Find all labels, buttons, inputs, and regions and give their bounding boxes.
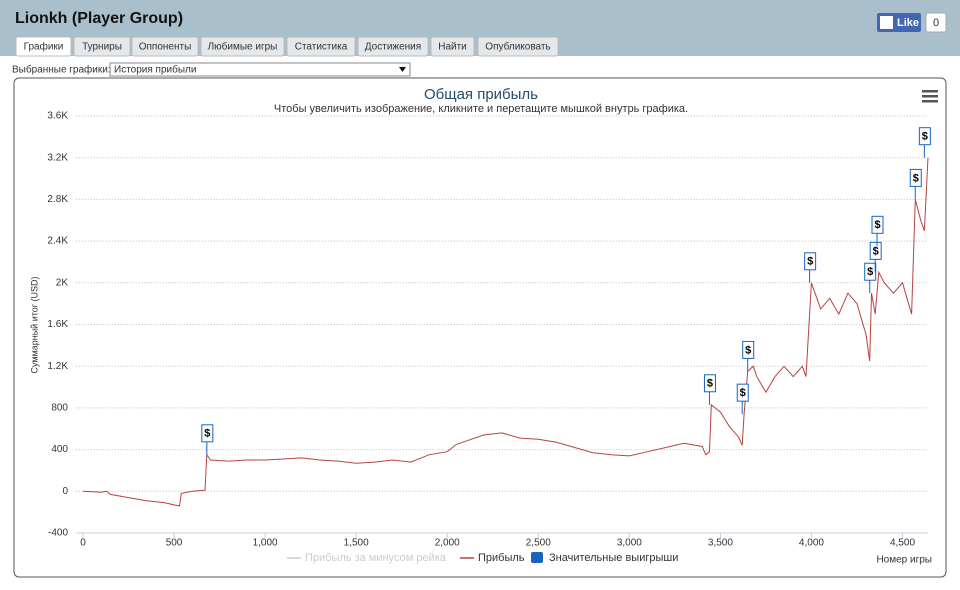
selector-label: Выбранные графики: [12, 64, 111, 76]
tab[interactable] [15, 36, 72, 57]
y-tick-label: 2K [56, 277, 69, 288]
tab-label: Турниры [82, 42, 122, 53]
tab-label: Опубликовать [485, 41, 550, 53]
legend-label[interactable]: Значительные выигрыши [549, 552, 678, 564]
tab-label: Любимые игры [208, 41, 278, 53]
y-tick-label: 2.8K [47, 194, 68, 205]
tab[interactable] [357, 36, 429, 57]
flag-text: $ [922, 131, 928, 143]
y-tick-label: 400 [51, 444, 68, 455]
tab[interactable] [286, 36, 356, 57]
tab-label: Графики [24, 41, 64, 53]
legend-label[interactable]: Прибыль [478, 552, 525, 564]
y-tick-label: 1.6K [47, 319, 68, 330]
y-axis-label: Суммарный итог (USD) [29, 276, 39, 373]
tab[interactable] [430, 36, 475, 57]
x-tick-label: 4,500 [890, 538, 915, 549]
flag-text: $ [873, 245, 879, 257]
chart-title: Общая прибыль [424, 86, 538, 103]
selector[interactable] [109, 62, 411, 77]
tab-label: Статистика [295, 42, 348, 53]
tab-label: Достижения [365, 42, 421, 53]
tab[interactable] [131, 36, 199, 57]
legend-label[interactable]: Прибыль за минусом рейка [305, 552, 447, 564]
flag-text: $ [867, 266, 873, 278]
x-tick-label: 1,500 [344, 538, 369, 549]
x-axis-label: Номер игры [876, 555, 932, 566]
x-tick-label: 500 [166, 538, 183, 549]
x-tick-label: 4,000 [799, 538, 824, 549]
like-text: Like [897, 17, 919, 29]
profit-line [82, 157, 929, 507]
flag-text: $ [913, 172, 919, 184]
menu-icon[interactable] [922, 90, 938, 103]
y-tick-label: -400 [48, 528, 68, 539]
y-tick-label: 800 [51, 403, 68, 414]
x-tick-label: 3,500 [708, 538, 733, 549]
y-tick-label: 1.2K [47, 361, 68, 372]
legend-symbol [531, 552, 543, 563]
y-tick-label: 0 [62, 486, 68, 497]
x-tick-label: 3,000 [617, 538, 642, 549]
chart-frame [13, 77, 947, 578]
like-count-box [925, 12, 947, 33]
tab[interactable] [200, 36, 285, 57]
y-tick-label: 3.2K [47, 152, 68, 163]
fb-icon [880, 16, 893, 29]
x-tick-label: 0 [80, 538, 86, 549]
flag-text: $ [874, 219, 880, 231]
x-tick-label: 2,500 [526, 538, 551, 549]
dropdown-arrow [399, 67, 406, 72]
tab-label: Оппоненты [139, 42, 192, 53]
y-tick-label: 2.4K [47, 236, 68, 247]
tab[interactable] [477, 36, 559, 57]
tab[interactable] [73, 36, 131, 57]
flag-text: $ [745, 344, 751, 356]
chart-subtitle: Чтобы увеличить изображение, кликните и … [274, 103, 688, 115]
flag-text: $ [807, 256, 813, 268]
x-tick-label: 1,000 [253, 538, 278, 549]
like-count: 0 [933, 17, 939, 29]
tab-label: Найти [438, 42, 467, 53]
flag-text: $ [740, 387, 746, 399]
y-tick-label: 3.6K [47, 111, 68, 122]
flag-text: $ [707, 378, 713, 390]
x-tick-label: 2,000 [435, 538, 460, 549]
flag-text: $ [204, 428, 210, 440]
selector-value: История прибыли [114, 64, 196, 76]
header-title: Lionkh (Player Group) [15, 10, 183, 27]
